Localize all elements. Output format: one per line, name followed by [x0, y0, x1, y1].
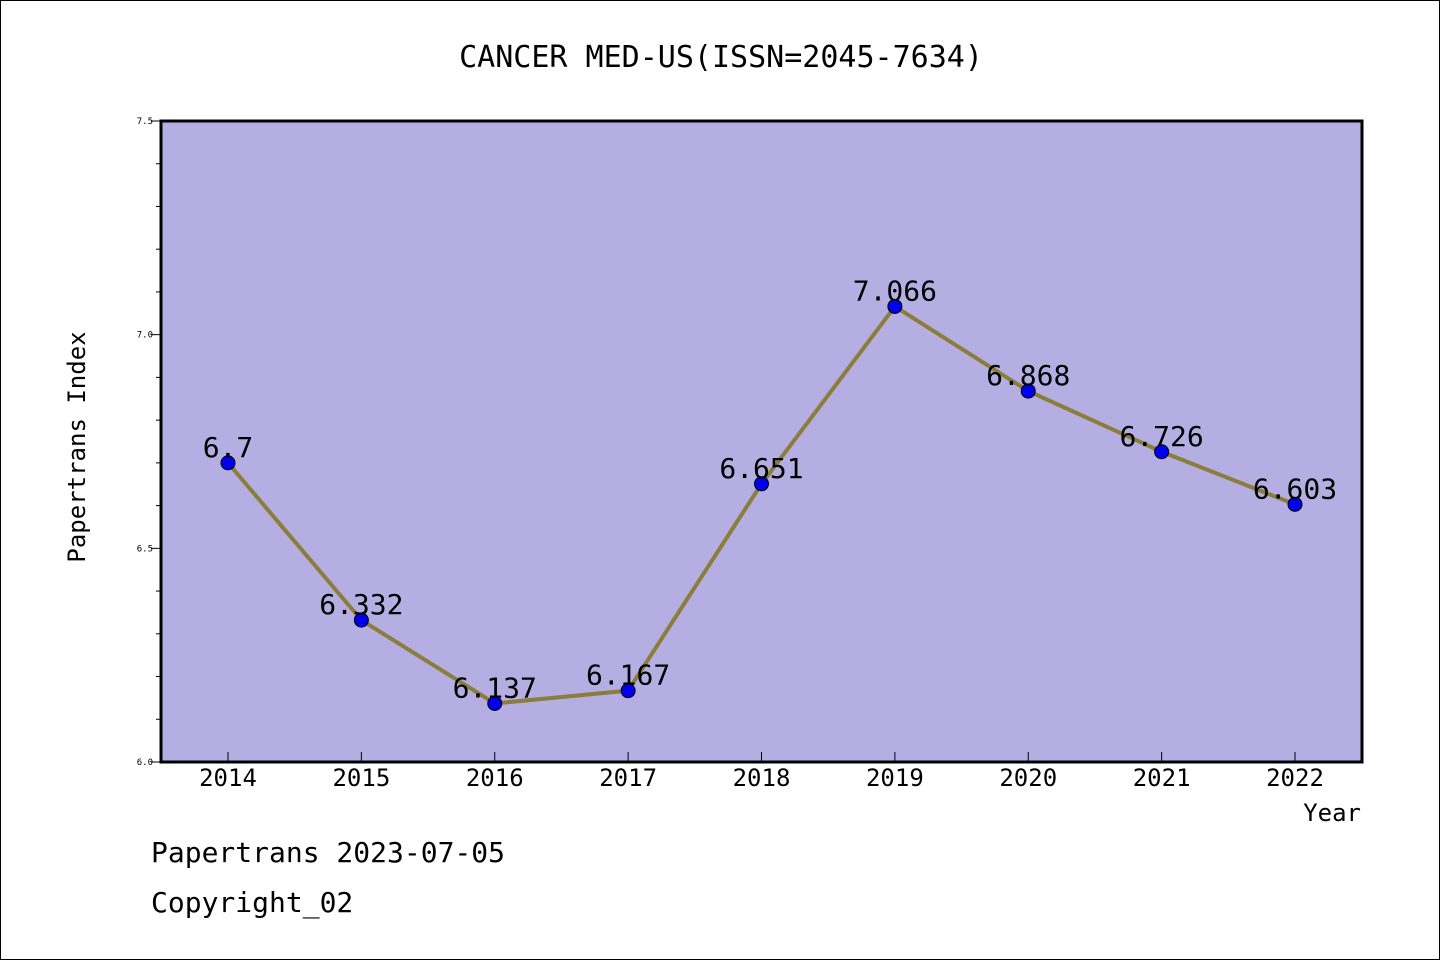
x-tick-label: 2015	[332, 764, 390, 792]
data-label: 7.066	[853, 274, 937, 307]
chart-title: CANCER MED-US(ISSN=2045-7634)	[459, 40, 983, 75]
data-label: 6.651	[719, 452, 803, 485]
data-label: 6.137	[453, 671, 537, 704]
x-tick-label: 2016	[466, 764, 524, 792]
y-tick-label: 6.0	[137, 758, 153, 768]
data-label: 6.7	[203, 431, 254, 464]
x-tick-label: 2021	[1133, 764, 1191, 792]
data-point	[353, 612, 369, 628]
data-point	[487, 695, 503, 711]
data-label: 6.167	[586, 659, 670, 692]
x-tick-label: 2020	[999, 764, 1057, 792]
data-label: 6.868	[986, 359, 1070, 392]
y-tick-label: 7.5	[137, 117, 153, 127]
y-tick-label: 7.0	[137, 331, 153, 341]
x-tick-label: 2014	[199, 764, 257, 792]
x-tick-label: 2019	[866, 764, 924, 792]
data-point	[620, 683, 636, 699]
data-point	[887, 298, 903, 314]
x-axis-label: Year	[1303, 799, 1361, 827]
data-label: 6.603	[1253, 472, 1337, 505]
data-label: 6.332	[319, 588, 403, 621]
plot-area	[161, 121, 1362, 762]
footer-copyright: Copyright_02	[151, 886, 354, 919]
x-tick-label: 2017	[599, 764, 657, 792]
plot-frame	[159, 119, 1364, 764]
footer-date: Papertrans 2023-07-05	[151, 836, 506, 869]
y-tick-label: 6.5	[137, 544, 153, 554]
data-point	[754, 476, 769, 492]
data-label: 6.726	[1119, 420, 1203, 453]
y-axis-label: Papertrans Index	[63, 331, 91, 562]
x-tick-label: 2018	[733, 764, 791, 792]
data-point	[1287, 496, 1303, 512]
x-tick-label: 2022	[1266, 764, 1324, 792]
data-point	[1020, 383, 1036, 399]
data-point	[1154, 444, 1170, 460]
data-point	[220, 455, 236, 471]
